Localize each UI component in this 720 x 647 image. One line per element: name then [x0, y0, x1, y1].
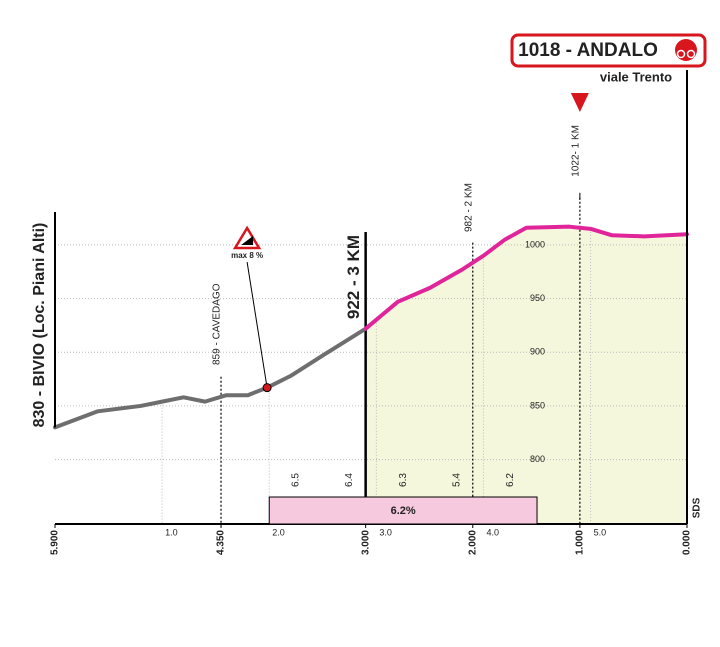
finish-box: [510, 33, 707, 68]
x2-tick-label: 5.900: [50, 530, 61, 555]
x2-tick-label: 2.000: [467, 530, 478, 555]
marker-label: 922 - 3 KM: [344, 235, 363, 319]
average-gradient-bar: [268, 496, 538, 525]
y-tick-label: 800: [530, 454, 545, 464]
profile-line: [53, 326, 368, 430]
max-gradient-point: [262, 383, 272, 393]
average-gradient-label: 6.2%: [391, 505, 416, 517]
y-tick-label: 850: [530, 400, 545, 410]
finish-icon: [675, 39, 697, 61]
max-gradient-icon-slope: [241, 236, 254, 245]
x-tick-label: 1.0: [165, 527, 178, 537]
climb-fill: [365, 226, 687, 525]
x-tick-label: 2.0: [272, 527, 285, 537]
max-gradient-line: [246, 261, 268, 388]
x2-tick-label: 4.350: [216, 530, 227, 555]
segment-gradient: 6.3: [398, 473, 409, 487]
x2-tick-label: 3.000: [360, 530, 371, 555]
finish-subtitle: viale Trento: [600, 69, 672, 84]
y-tick-label: 1000: [525, 239, 545, 249]
max-gradient-label: max 8 %: [231, 251, 263, 260]
start-label: 830 - BIVIO (Loc. Piani Alti): [31, 223, 48, 428]
x2-tick-label: 0.000: [682, 530, 693, 555]
finish-km-flag: [570, 93, 589, 112]
segment-gradient: 5.4: [451, 473, 462, 487]
x2-tick-label: 1.000: [575, 530, 586, 555]
segment-gradient: 6.5: [291, 473, 302, 487]
marker-label: 982 - 2 KM: [463, 183, 474, 232]
marker-label: 1022- 1 KM: [571, 125, 582, 177]
x-tick-label: 3.0: [379, 527, 392, 537]
y-tick-label: 900: [530, 347, 545, 357]
finish-title: 1018 - ANDALO: [518, 40, 658, 61]
x-tick-label: 5.0: [594, 527, 607, 537]
x-tick-label: 4.0: [486, 527, 499, 537]
profile-line: [363, 224, 689, 331]
finish-icon-wheel: [686, 49, 696, 59]
credit: SDS: [692, 497, 703, 518]
segment-gradient: 6.2: [505, 473, 516, 487]
marker-label: 859 - CAVEDAGO: [212, 283, 223, 365]
finish-icon-wheel: [676, 49, 686, 59]
y-tick-label: 950: [530, 293, 545, 303]
segment-gradient: 6.4: [344, 473, 355, 487]
